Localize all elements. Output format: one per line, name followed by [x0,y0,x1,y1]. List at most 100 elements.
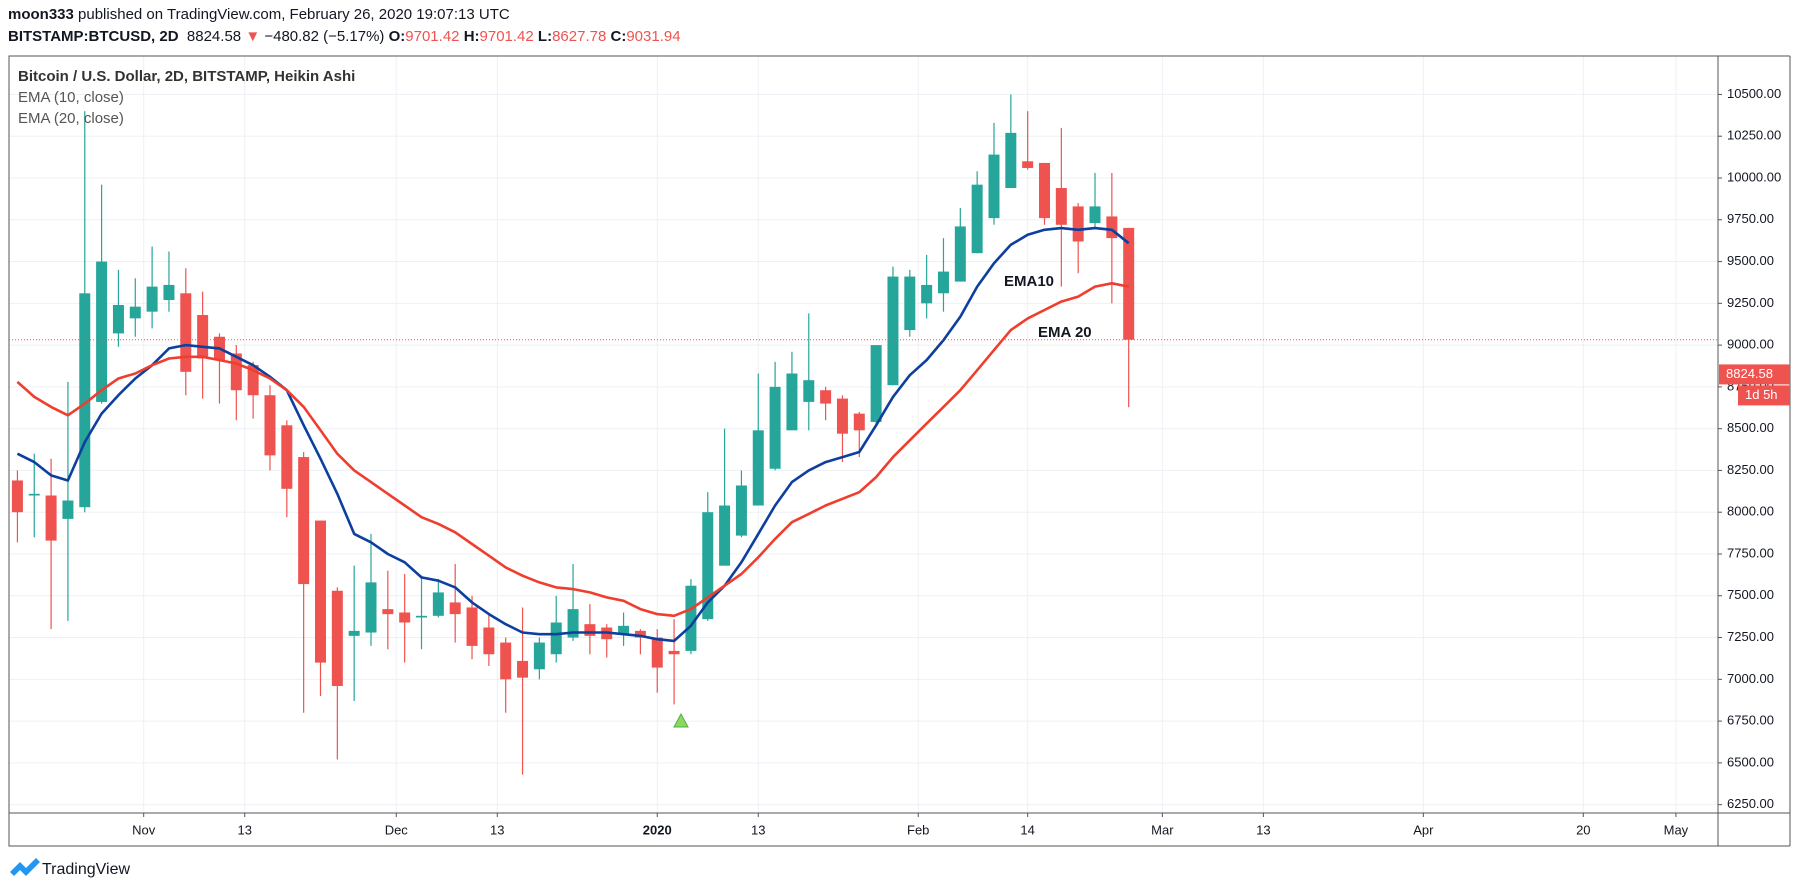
candle-body [887,276,899,386]
last-price: 8824.58 [186,28,242,45]
ohlc-value: 8627.78 [552,28,607,45]
x-tick-label: Apr [1413,822,1434,837]
y-tick-label: 7250.00 [1727,629,1774,644]
x-tick-label: Feb [907,822,929,837]
legend-entry: EMA (10, close) [18,89,124,106]
y-tick-label: 10500.00 [1727,86,1781,101]
candle-body [1072,206,1084,242]
x-tick-label: 14 [1020,822,1034,837]
logo [10,858,40,876]
candle-body [264,395,276,456]
candle-body [533,642,545,670]
annotation: EMA 20 [1038,324,1092,341]
ohlc-label: C: [610,28,627,45]
last-price-box [1719,364,1790,385]
candle-body [365,582,377,633]
candle-body [618,625,630,635]
candle-body [1039,162,1051,219]
candle-body [449,602,461,615]
legend-entry: EMA (20, close) [18,110,124,127]
candle-body [988,154,1000,219]
candle-body [247,365,259,396]
ohlc-label: H: [463,28,480,45]
symbol: BITSTAMP:BTCUSD, 2D [8,28,179,45]
candle-body [803,380,815,402]
candle-body [567,609,579,638]
candle-body [146,286,158,312]
publisher: moon333 [8,6,74,23]
countdown-box [1738,385,1790,406]
candle-body [517,660,529,678]
candle-body [483,627,495,655]
x-tick-label: Dec [385,822,409,837]
y-tick-label: 10250.00 [1727,128,1781,143]
y-tick-label: 7000.00 [1727,671,1774,686]
y-tick-label: 6250.00 [1727,796,1774,811]
candle-body [1055,188,1067,225]
candle-body [651,637,663,668]
candle-body [382,609,394,615]
candle-body [870,345,882,422]
y-tick-label: 7750.00 [1727,545,1774,560]
chart-title: Bitcoin / U.S. Dollar, 2D, BITSTAMP, Hei… [18,68,355,85]
candle-body [853,413,865,431]
candle-body [1123,227,1135,340]
candle-body [702,512,714,620]
y-tick-label: 6750.00 [1727,713,1774,728]
candle-body [1089,206,1101,224]
ohlc-label: L: [537,28,553,45]
y-tick-label: 9250.00 [1727,295,1774,310]
x-tick-label: Nov [132,822,156,837]
candle-body [129,306,141,319]
x-tick-label: 13 [237,822,251,837]
candle-body [348,630,360,636]
candle-body [79,293,91,508]
candle-body [937,271,949,294]
published: published on TradingView.com, February 2… [78,6,510,23]
candle-body [971,184,983,254]
x-tick-label: 13 [751,822,765,837]
x-tick-label: 20 [1576,822,1590,837]
candle-body [28,493,40,496]
y-tick-label: 9750.00 [1727,211,1774,226]
marks [9,94,1718,775]
y-tick-label: 8250.00 [1727,462,1774,477]
candle-body [11,480,23,513]
y-tick-label: 9500.00 [1727,253,1774,268]
candle-body [550,622,562,655]
ohlc-value: 9031.94 [626,28,681,45]
candle-body [735,485,747,536]
candle-body [399,612,411,623]
x-tick-label: Mar [1151,822,1174,837]
candle-body [500,642,512,680]
candle-body [62,500,74,519]
header-line-1: moon333 published on TradingView.com, Fe… [8,4,681,26]
candle-body [921,284,933,304]
candle-body [752,430,764,506]
candle-body [466,607,478,646]
candle-body [1106,216,1118,239]
ohlc-value: 9701.42 [405,28,460,45]
y-tick-label: 9000.00 [1727,337,1774,352]
candle-body [634,630,646,638]
candle-body [314,520,326,663]
x-tick-label: May [1664,822,1689,837]
change: −480.82 (−5.17%) [264,28,385,45]
last-price-label: 8824.58 [1726,366,1773,381]
header: moon333 published on TradingView.com, Fe… [8,4,681,48]
candle-body [1005,132,1017,189]
candle-body [416,615,428,618]
ema-line [16,226,1130,643]
x-tick-label: 2020 [643,822,672,837]
candle-body [96,261,108,402]
x-tick-label: 13 [1256,822,1270,837]
candle-body [432,592,444,616]
watermark-text: TradingView [42,861,130,878]
countdown-label: 1d 5h [1745,387,1778,402]
annotation: EMA10 [1004,273,1054,290]
candle-body [331,590,343,686]
candle-body [820,390,832,404]
candle-body [584,624,596,636]
candle-body [197,315,209,359]
